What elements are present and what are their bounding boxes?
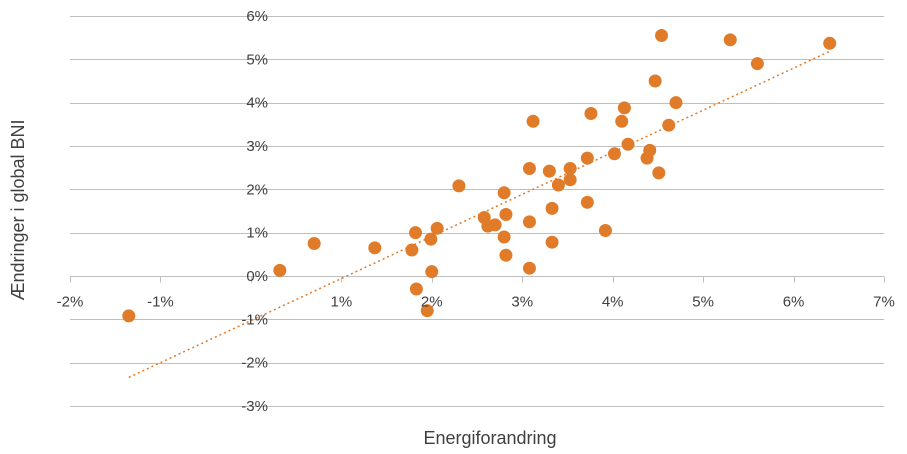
y-tick-label: -1% [241, 311, 268, 328]
data-point [526, 114, 540, 128]
data-point [522, 261, 536, 275]
y-axis-title: Ændringer i global BNI [8, 119, 28, 300]
data-point [405, 243, 419, 257]
x-tick-label: 2% [421, 294, 443, 311]
data-point [430, 221, 444, 235]
data-point [580, 195, 594, 209]
data-point [409, 282, 423, 296]
data-point [621, 137, 635, 151]
data-point [488, 218, 502, 232]
x-tick-label: 1% [330, 294, 352, 311]
y-tick-label: 5% [246, 51, 268, 68]
y-tick-label: 1% [246, 225, 268, 242]
data-point [368, 241, 382, 255]
data-point [823, 36, 837, 50]
data-point [307, 237, 321, 250]
data-point [499, 207, 513, 221]
y-tick-label: 2% [246, 181, 268, 198]
data-point [563, 173, 577, 187]
data-point [551, 178, 565, 192]
data-point [420, 304, 434, 318]
x-tick-label: 3% [511, 294, 533, 311]
data-point [643, 143, 657, 157]
y-tick-label: 6% [246, 8, 268, 25]
data-point [617, 101, 631, 115]
data-point [408, 226, 422, 240]
data-point [545, 235, 559, 249]
data-point [598, 224, 612, 237]
data-point [648, 74, 662, 88]
data-point [662, 118, 676, 132]
y-tick-label: -2% [241, 355, 268, 372]
data-points [122, 29, 837, 323]
data-point [424, 232, 438, 246]
data-point [497, 230, 511, 244]
x-tick-label: 4% [602, 294, 624, 311]
data-point [522, 162, 536, 176]
data-point [499, 248, 513, 262]
data-point [542, 164, 556, 178]
data-point [584, 107, 598, 120]
data-point [563, 162, 577, 176]
data-point [425, 265, 439, 279]
y-tick-label: 4% [246, 95, 268, 112]
gridlines [70, 16, 885, 407]
y-tick-label: 3% [246, 138, 268, 155]
data-point [122, 309, 136, 323]
x-tick-label: -1% [147, 294, 174, 311]
data-point [273, 263, 287, 277]
data-point [607, 147, 621, 161]
x-tick-label: -2% [57, 294, 84, 311]
data-point [655, 29, 669, 42]
data-point [615, 114, 629, 128]
data-point [545, 201, 559, 215]
data-point [652, 166, 666, 180]
data-point [497, 186, 511, 200]
y-axis-tick-labels: -3% -2% -1% 0% 1% 2% 3% 4% 5% 6% [241, 8, 268, 415]
data-point [522, 215, 536, 229]
data-point [750, 57, 764, 71]
data-point [723, 33, 737, 47]
x-axis-title: Energiforandring [423, 428, 556, 448]
y-tick-label: 0% [246, 268, 268, 285]
x-tick-label: 6% [783, 294, 805, 311]
data-point [452, 179, 466, 193]
x-tick-label: 5% [692, 294, 714, 311]
x-tick-label: 7% [873, 294, 895, 311]
data-point [669, 96, 683, 110]
y-tick-label: -3% [241, 398, 268, 415]
x-axis-tick-labels: -2% -1% 1% 2% 3% 4% 5% 6% 7% [57, 294, 895, 311]
data-point [580, 151, 594, 165]
